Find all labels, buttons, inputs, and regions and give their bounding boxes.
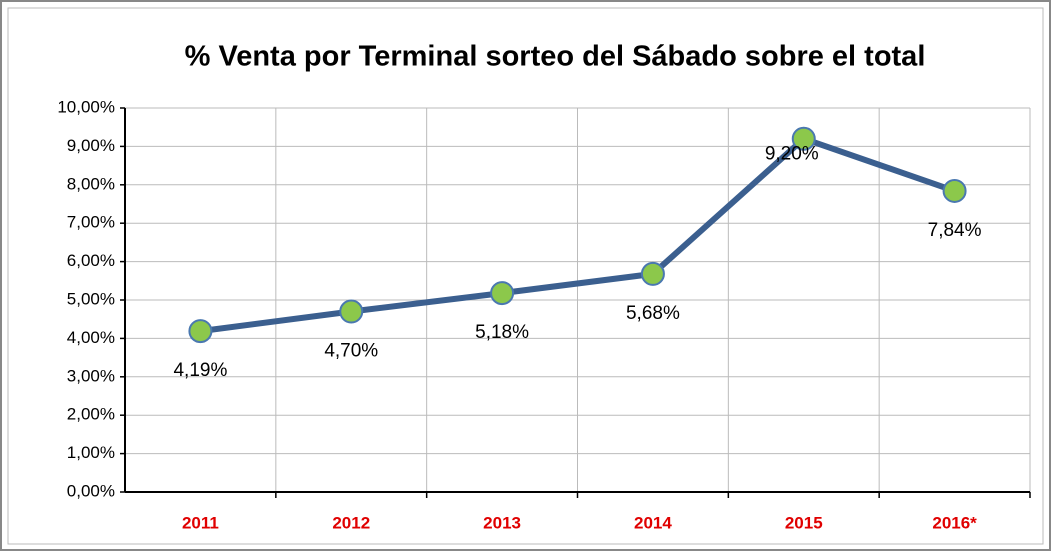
y-tick-label: 7,00%: [67, 213, 115, 232]
x-tick-label: 2012: [332, 513, 370, 532]
data-label: 7,84%: [928, 220, 982, 241]
y-tick-label: 0,00%: [67, 481, 115, 500]
y-tick-label: 9,00%: [67, 136, 115, 155]
marker: [942, 178, 967, 203]
y-tick-label: 3,00%: [67, 366, 115, 385]
y-tick-label: 4,00%: [67, 328, 115, 347]
y-tick-label: 1,00%: [67, 443, 115, 462]
y-tick-label: 5,00%: [67, 289, 115, 308]
x-tick-label: 2014: [634, 513, 672, 532]
line: [200, 135, 956, 335]
x-tick-label: 2011: [182, 513, 219, 532]
data-label: 5,68%: [626, 303, 680, 324]
data-label: 4,70%: [324, 341, 378, 362]
marker: [640, 261, 665, 286]
plot-frame: [7, 7, 1044, 545]
x-tick-label: 2015: [785, 513, 823, 532]
data-label: 9,20%: [765, 144, 819, 165]
y-tick-label: 10,00%: [57, 97, 115, 116]
y-tick-label: 2,00%: [67, 405, 115, 424]
data-label: 5,18%: [475, 322, 529, 343]
y-tick-label: 6,00%: [67, 251, 115, 270]
marker: [339, 299, 364, 324]
chart-title: % Venta por Terminal sorteo del Sábado s…: [185, 41, 926, 73]
x-tick-label: 2013: [483, 513, 521, 532]
data-label: 4,19%: [173, 360, 227, 381]
marker: [791, 126, 816, 151]
marker: [490, 281, 515, 306]
marker: [188, 319, 213, 344]
x-tick-label: 2016*: [932, 513, 977, 532]
y-tick-label: 8,00%: [67, 174, 115, 193]
